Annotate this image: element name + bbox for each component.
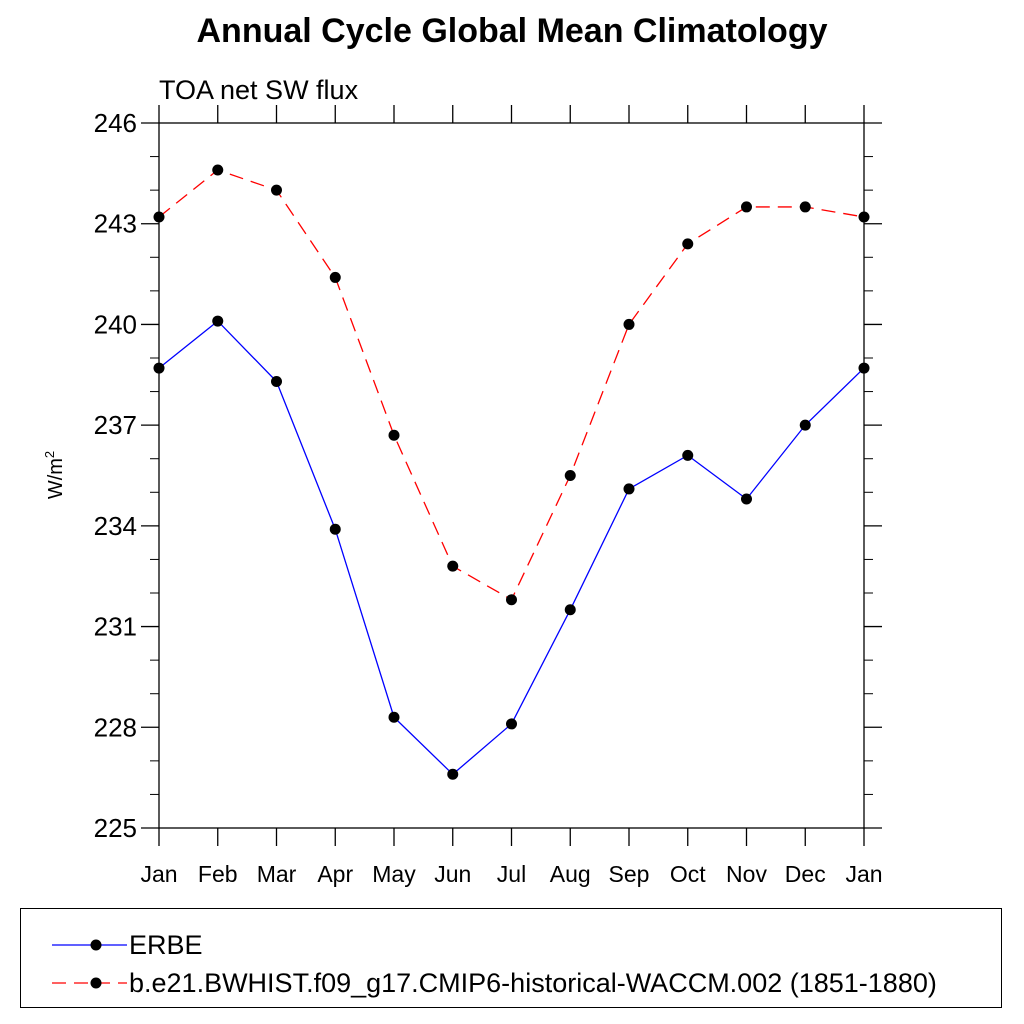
series-1-point [388, 429, 400, 441]
series-0-point [271, 376, 282, 387]
y-tick-label: 234 [94, 511, 137, 541]
y-tick-label: 231 [94, 612, 137, 642]
legend-marker-erbe [90, 939, 102, 951]
chart-title: Annual Cycle Global Mean Climatology [196, 12, 828, 50]
series-line-1 [158, 169, 865, 601]
y-tick-labels: 225 228 231 234 237 240 243 246 [94, 108, 137, 843]
series-0-point [388, 711, 400, 723]
chart-subtitle: TOA net SW flux [159, 75, 359, 105]
series-1-point [741, 201, 752, 213]
axis-ticks [141, 105, 882, 846]
x-tick-label: Jan [140, 861, 177, 887]
series-1-point [623, 318, 635, 330]
series-0-point [212, 315, 224, 327]
y-tick-label: 240 [94, 309, 137, 339]
legend-label-erbe: ERBE [129, 930, 203, 960]
series-0-point [153, 362, 165, 374]
x-tick-label: Jan [845, 861, 882, 887]
series-1-point [858, 211, 870, 223]
x-tick-label: Aug [550, 861, 591, 887]
y-tick-label: 228 [94, 712, 137, 742]
y-tick-label: 246 [94, 108, 137, 138]
series-0-point [506, 718, 517, 730]
x-tick-label: Apr [317, 861, 353, 887]
y-axis-label: W/m2 [42, 451, 67, 499]
series-1-point [153, 211, 165, 223]
series-1-point [682, 238, 694, 250]
x-tick-label: Oct [670, 861, 706, 887]
x-tick-label: Feb [198, 861, 238, 887]
series-0-point [799, 419, 811, 431]
x-tick-label: Nov [726, 861, 767, 887]
series-1-point [329, 271, 341, 283]
legend-label-model: b.e21.BWHIST.f09_g17.CMIP6-historical-WA… [129, 968, 937, 998]
legend-item-erbe: ERBE [21, 925, 1001, 965]
x-tick-label: Jun [434, 861, 471, 887]
series-layer [153, 164, 870, 780]
x-tick-label: Dec [785, 861, 826, 887]
legend-key-erbe [52, 939, 127, 951]
y-tick-label: 225 [94, 813, 137, 843]
series-0-point [682, 449, 694, 461]
legend: ERBE b.e21.BWHIST.f09_g17.CMIP6-historic… [20, 908, 1002, 1008]
series-1-point [799, 201, 811, 213]
series-0-point [741, 493, 752, 505]
series-1-point [506, 594, 517, 606]
x-tick-label: May [372, 861, 416, 887]
series-1-point [564, 470, 576, 481]
x-tick-labels: Jan Feb Mar Apr May Jun Jul Aug Sep Oct Nov Dec Jan [140, 861, 882, 887]
series-0-point [447, 768, 459, 780]
line-chart: TOA net SW flux 225 228 231 234 237 240 243 246… [42, 75, 883, 887]
x-tick-label: Jul [497, 861, 526, 887]
legend-key-model [52, 977, 127, 989]
series-0-point [564, 604, 576, 616]
y-tick-label: 243 [94, 209, 137, 239]
series-1-point [271, 184, 282, 196]
series-0-point [858, 362, 870, 374]
series-line-0 [158, 320, 865, 776]
y-tick-label: 237 [94, 410, 137, 440]
series-0-point [329, 523, 341, 535]
series-0-point [623, 483, 635, 495]
legend-item-model: b.e21.BWHIST.f09_g17.CMIP6-historical-WA… [21, 963, 1001, 1003]
x-tick-label: Mar [257, 861, 297, 887]
y-axis-label-superscript: 2 [42, 451, 57, 458]
series-1-point [212, 164, 224, 176]
x-tick-label: Sep [609, 861, 650, 887]
y-axis-label-text: W/m [45, 458, 67, 499]
legend-marker-model [90, 977, 102, 989]
series-1-point [447, 560, 459, 572]
